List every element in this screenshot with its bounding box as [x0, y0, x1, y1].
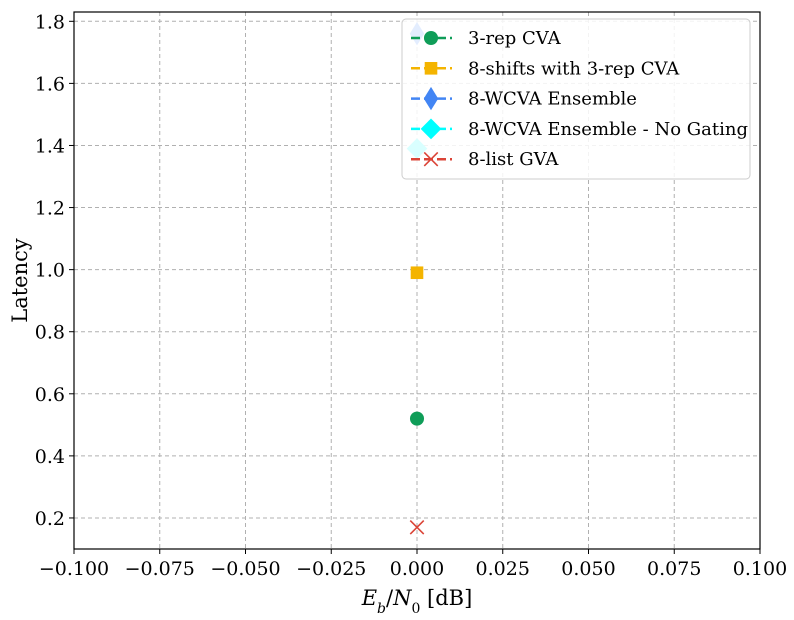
legend-label: 8-WCVA Ensemble [468, 89, 637, 110]
x-tick-label: 0.050 [561, 558, 615, 580]
y-tick-label: 1.2 [35, 198, 65, 220]
y-tick-label: 0.8 [35, 322, 65, 344]
legend-label: 8-list GVA [468, 149, 559, 170]
legend-label: 8-shifts with 3-rep CVA [468, 58, 680, 79]
x-tick-label: 0.075 [647, 558, 701, 580]
x-tick-label: −0.100 [39, 558, 109, 580]
legend-label: 3-rep CVA [468, 28, 562, 49]
legend-marker [423, 30, 439, 46]
legend-marker [420, 118, 442, 140]
y-tick-label: 1.8 [35, 11, 65, 33]
y-tick-label: 1.6 [35, 73, 65, 95]
legend-marker [423, 151, 439, 167]
legend-entry: 3-rep CVA [411, 28, 562, 49]
y-tick-label: 0.4 [35, 446, 65, 468]
y-ticks: 0.2 0.4 0.6 0.8 1.0 1.2 1.4 1.6 1.8 [35, 11, 74, 530]
legend-entry: 8-WCVA Ensemble [411, 86, 637, 111]
legend-entry: 8-shifts with 3-rep CVA [411, 58, 680, 79]
x-tick-label: −0.025 [296, 558, 366, 580]
x-tick-label: 0.100 [733, 558, 787, 580]
legend-entry: 8-list GVA [411, 149, 559, 170]
y-tick-label: 0.2 [35, 508, 65, 530]
data-point-8-shifts-with-3-rep-cva [410, 266, 424, 280]
x-tick-label: 0.000 [390, 558, 444, 580]
x-tick-label: −0.050 [210, 558, 280, 580]
plot-frame [73, 11, 761, 550]
y-tick-label: 1.4 [35, 135, 65, 157]
legend-label: 8-WCVA Ensemble - No Gating [468, 119, 748, 140]
y-axis-label: Latency [8, 238, 32, 323]
legend-entry: 8-WCVA Ensemble - No Gating [411, 118, 748, 140]
data-point-8-list-gva [409, 519, 425, 535]
legend-box [401, 18, 751, 180]
x-tick-label: 0.025 [476, 558, 530, 580]
data-point-3-rep-cva [409, 411, 425, 426]
x-ticks: −0.100 −0.075 −0.050 −0.025 0.000 0.025 0.050 0… [39, 549, 787, 580]
x-tick-label: −0.075 [125, 558, 195, 580]
legend: 3-rep CVA 8-shifts with 3-rep CVA 8-WCVA E… [401, 18, 751, 180]
x-axis-label: Eb/N0 [dB] [361, 586, 473, 617]
y-tick-label: 1.0 [35, 260, 65, 282]
legend-marker [423, 86, 439, 111]
y-tick-label: 0.6 [35, 384, 65, 406]
legend-marker [424, 62, 438, 75]
